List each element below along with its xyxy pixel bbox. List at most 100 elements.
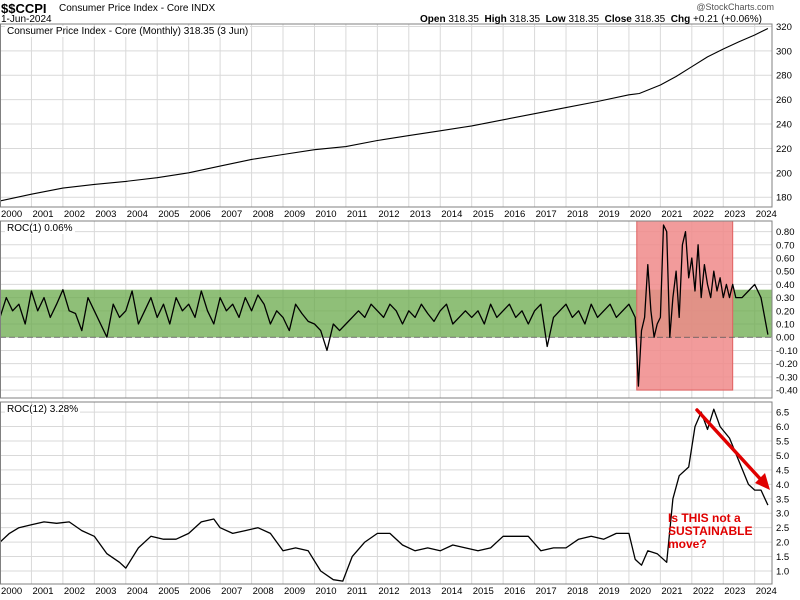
annotation-arrow — [695, 408, 770, 490]
x-tick-label: 2017 — [536, 209, 557, 220]
instrument-title: Consumer Price Index - Core — [59, 3, 189, 14]
x-tick-label-bottom: 2010 — [315, 586, 336, 597]
change-value: +0.21 (+0.06%) — [693, 14, 762, 25]
x-tick-label-bottom: 2023 — [724, 586, 745, 597]
x-tick-label: 2019 — [598, 209, 619, 220]
series-line-0 — [0, 28, 769, 202]
y-tick-label: 0.60 — [776, 253, 795, 264]
x-tick-label: 2003 — [95, 209, 116, 220]
arrow-shaft — [695, 408, 766, 485]
y-tick-label: 2.0 — [776, 538, 789, 549]
red-highlight-box — [636, 220, 734, 391]
y-tick-label: 4.0 — [776, 480, 789, 491]
panel-frames — [0, 23, 773, 585]
x-tick-label: 2021 — [661, 209, 682, 220]
x-tick-label: 2005 — [158, 209, 179, 220]
x-tick-label-bottom: 2022 — [693, 586, 714, 597]
x-tick-label: 2009 — [284, 209, 305, 220]
y-tick-label: 3.5 — [776, 494, 789, 505]
y-tick-label: 1.5 — [776, 552, 789, 563]
x-tick-label-bottom: 2006 — [190, 586, 211, 597]
x-tick-label-bottom: 2011 — [347, 586, 367, 597]
x-tick-label: 2002 — [64, 209, 85, 220]
y-tick-label: 0.80 — [776, 227, 795, 238]
x-tick-label-bottom: 2018 — [567, 586, 588, 597]
high-label: High — [484, 14, 507, 25]
x-tick-label: 2015 — [473, 209, 494, 220]
y-tick-label: 0.50 — [776, 267, 795, 278]
x-tick-label: 2011 — [347, 209, 367, 220]
x-tick-label: 2013 — [410, 209, 431, 220]
open-label: Open — [420, 14, 446, 25]
panel-frame — [0, 401, 773, 585]
y-tick-label: 0.20 — [776, 306, 795, 317]
x-tick-label-bottom: 2007 — [221, 586, 242, 597]
axis-labels: 180 200 220 240 260 280 300 320 2000 2001 2002 2003… — [1, 22, 798, 597]
y-tick-label: 0.40 — [776, 280, 795, 291]
x-tick-label-bottom: 2014 — [441, 586, 462, 597]
y-tick-label: 4.5 — [776, 465, 789, 476]
x-tick-label: 2014 — [441, 209, 462, 220]
x-tick-label-bottom: 2004 — [127, 586, 148, 597]
arrow-head — [755, 473, 770, 490]
x-tick-label-bottom: 2003 — [95, 586, 116, 597]
x-tick-label-bottom: 2013 — [410, 586, 431, 597]
highlight-regions — [0, 220, 772, 391]
x-tick-label-bottom: 2020 — [630, 586, 651, 597]
exchange-label: INDX — [191, 3, 216, 14]
series-line-2 — [0, 408, 769, 582]
x-tick-label: 2007 — [221, 209, 242, 220]
high-value: 318.35 — [509, 14, 541, 25]
x-tick-label-bottom: 2008 — [253, 586, 274, 597]
low-value: 318.35 — [568, 14, 600, 25]
x-tick-label-bottom: 2012 — [378, 586, 399, 597]
x-tick-label-bottom: 2002 — [64, 586, 85, 597]
x-tick-label: 2024 — [756, 209, 777, 220]
y-tick-label: 1.0 — [776, 567, 789, 578]
series-line-1 — [0, 224, 769, 387]
y-tick-label: 3.0 — [776, 509, 789, 520]
y-tick-label: 0.30 — [776, 293, 795, 304]
x-tick-label-bottom: 2000 — [1, 586, 22, 597]
y-tick-label: 300 — [776, 46, 792, 57]
x-tick-label-bottom: 2005 — [158, 586, 179, 597]
series-lines — [0, 28, 769, 582]
x-tick-label-bottom: 2019 — [598, 586, 619, 597]
y-tick-label: 6.5 — [776, 408, 789, 419]
x-tick-label-bottom: 2015 — [473, 586, 494, 597]
x-tick-label: 2008 — [253, 209, 274, 220]
chart-date: 1-Jun-2024 — [1, 14, 52, 25]
change-label: Chg — [670, 14, 691, 25]
y-tick-label: 320 — [776, 22, 792, 33]
instrument-name: Consumer Price Index - Core INDX — [59, 3, 215, 14]
x-tick-label: 2023 — [724, 209, 745, 220]
panel-frame — [0, 220, 773, 399]
x-tick-label: 2006 — [190, 209, 211, 220]
y-tick-label: 260 — [776, 95, 792, 106]
x-tick-label-bottom: 2016 — [504, 586, 525, 597]
x-tick-label: 2000 — [1, 209, 22, 220]
x-tick-label-bottom: 2001 — [32, 586, 53, 597]
price-panel-title: Consumer Price Index - Core (Monthly) 31… — [5, 26, 251, 37]
y-tick-label: 180 — [776, 193, 792, 204]
y-tick-label: 240 — [776, 120, 792, 131]
x-tick-label: 2016 — [504, 209, 525, 220]
source-credit: @StockCharts.com — [696, 2, 774, 12]
y-tick-label: 0.70 — [776, 240, 795, 251]
y-tick-label: 5.0 — [776, 451, 789, 462]
roc12-panel-title: ROC(12) 3.28% — [5, 404, 81, 415]
y-tick-label: 2.5 — [776, 523, 789, 534]
y-tick-label: 220 — [776, 144, 792, 155]
x-tick-label-bottom: 2017 — [536, 586, 557, 597]
x-tick-label: 2020 — [630, 209, 651, 220]
y-tick-label: -0.40 — [776, 386, 798, 397]
panel-frame — [0, 23, 773, 208]
x-tick-label: 2001 — [32, 209, 53, 220]
low-label: Low — [545, 14, 566, 25]
y-tick-label: 0.10 — [776, 320, 795, 331]
x-tick-label: 2004 — [127, 209, 148, 220]
x-tick-label: 2010 — [315, 209, 336, 220]
x-tick-label-bottom: 2009 — [284, 586, 305, 597]
roc1-panel-title: ROC(1) 0.06% — [5, 223, 75, 234]
x-tick-label: 2022 — [693, 209, 714, 220]
